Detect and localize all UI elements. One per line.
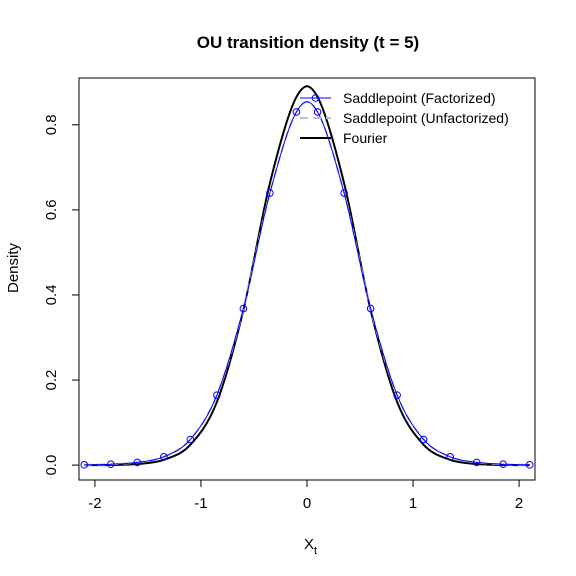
series-factorized-point — [393, 391, 401, 399]
legend-marker-factorized — [311, 94, 320, 102]
x-tick-label: -2 — [88, 495, 101, 512]
series-factorized-point — [313, 108, 322, 116]
series-factorized-point — [472, 458, 481, 467]
series-factorized-point — [107, 460, 115, 469]
series-factorized-line — [84, 101, 530, 466]
series-factorized-point — [366, 304, 375, 313]
y-axis-label: Density — [5, 242, 22, 293]
series-factorized-point — [160, 453, 168, 461]
legend: Saddlepoint (Factorized) Saddlepoint (Unf… — [300, 90, 509, 146]
series-factorized-point — [239, 304, 248, 313]
series-factorized-point — [292, 108, 301, 116]
chart-title: OU transition density (t = 5) — [197, 33, 419, 52]
x-axis-label: Xt — [304, 536, 317, 557]
series-factorized-point — [525, 461, 534, 469]
x-tick-label: 1 — [409, 495, 417, 512]
series-factorized-point — [266, 189, 274, 197]
x-tick-label: 0 — [303, 495, 311, 512]
y-tick-label: 0.4 — [43, 285, 60, 306]
y-tick-label: 0.0 — [43, 455, 60, 476]
legend-label-factorized: Saddlepoint (Factorized) — [343, 90, 496, 106]
legend-label-unfactorized: Saddlepoint (Unfactorized) — [343, 110, 509, 126]
x-axis-label-subscript: t — [314, 545, 317, 557]
y-tick-label: 0.8 — [43, 114, 60, 135]
series-factorized-point — [340, 189, 348, 197]
series-factorized-point — [419, 435, 428, 444]
series-factorized-point — [186, 435, 195, 444]
series-factorized-point — [80, 461, 89, 469]
series-factorized-point — [213, 391, 221, 399]
series-factorized-point — [499, 460, 507, 469]
legend-label-fourier: Fourier — [343, 130, 388, 146]
y-tick-label: 0.2 — [43, 370, 60, 391]
x-axis-label-main: X — [304, 536, 314, 553]
y-axis: 0.0 0.2 0.4 0.6 0.8 — [43, 114, 80, 476]
x-axis: -2 -1 0 1 2 — [88, 479, 523, 512]
y-tick-label: 0.6 — [43, 199, 60, 220]
series-layer — [80, 85, 534, 469]
x-tick-label: -1 — [194, 495, 207, 512]
series-factorized-point — [446, 453, 454, 461]
x-tick-label: 2 — [515, 495, 523, 512]
series-factorized-point — [133, 458, 142, 467]
